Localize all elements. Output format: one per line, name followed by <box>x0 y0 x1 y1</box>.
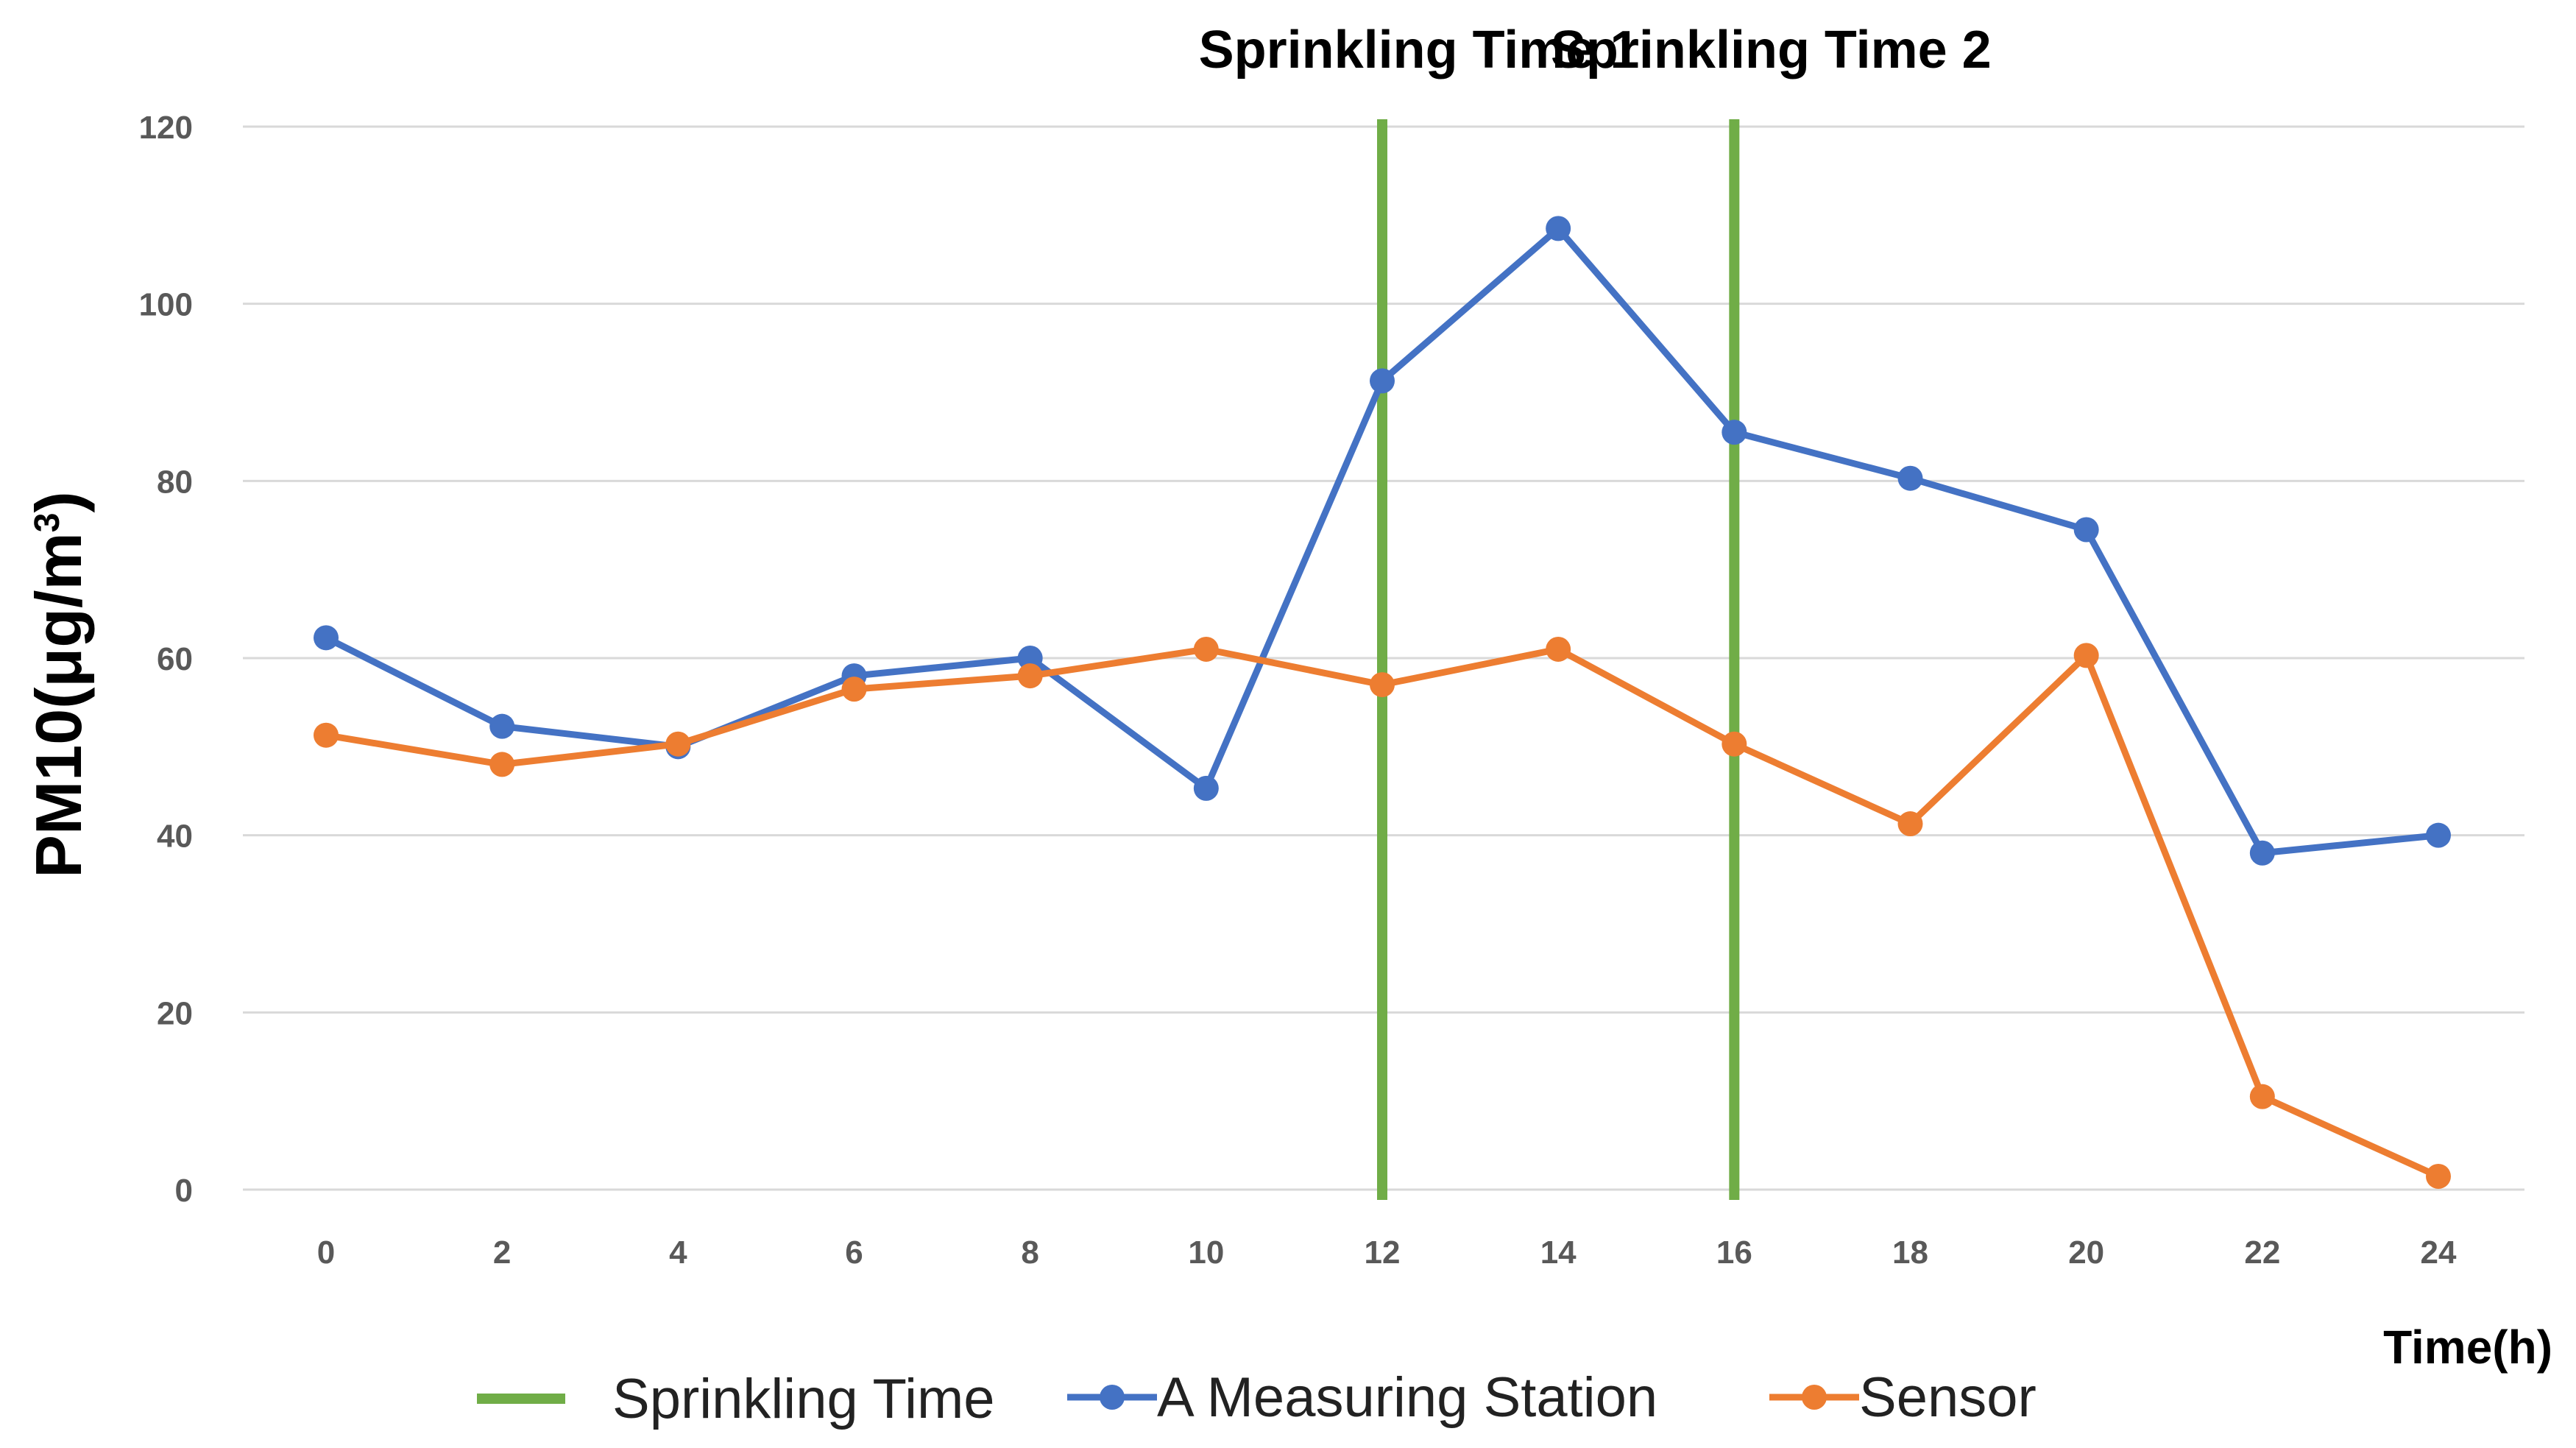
data-point-sensor <box>489 752 515 777</box>
annotation-sprinkling-time-1: Sprinkling Time 1 <box>1199 21 1640 80</box>
data-point-a-measuring-station <box>1722 420 1747 445</box>
legend: Sprinkling Time A Measuring Station Sens… <box>477 1366 2037 1430</box>
x-tick-label: 10 <box>1188 1235 1224 1271</box>
annotation-sprinkling-time-2: Sprinkling Time 2 <box>1551 21 1992 80</box>
x-tick-label: 0 <box>317 1235 335 1271</box>
data-point-sensor <box>1722 731 1747 757</box>
data-point-a-measuring-station <box>2073 517 2099 543</box>
x-tick-label: 14 <box>1540 1235 1577 1271</box>
data-point-sensor <box>1897 811 1923 837</box>
legend-label-sensor: Sensor <box>1859 1366 2037 1429</box>
data-point-sensor <box>1017 663 1043 689</box>
y-tick-label: 80 <box>157 464 193 500</box>
sprinkling-time-lines <box>1377 119 1740 1200</box>
legend-label-measuring-station: A Measuring Station <box>1157 1366 1657 1429</box>
y-axis-ticks: 0 20 40 60 80 100 120 <box>139 110 193 1209</box>
y-tick-label: 60 <box>157 641 193 677</box>
data-point-a-measuring-station <box>1897 465 1923 491</box>
legend-marker-sensor <box>1802 1385 1827 1410</box>
data-point-a-measuring-station <box>1370 368 1395 394</box>
x-tick-label: 20 <box>2068 1235 2104 1271</box>
x-axis-ticks: 0 2 4 6 8 10 12 14 16 18 20 22 24 <box>317 1235 2457 1271</box>
data-point-sensor <box>841 677 867 702</box>
x-tick-label: 24 <box>2421 1235 2457 1271</box>
data-point-sensor <box>1193 636 1219 662</box>
data-series <box>314 216 2451 1189</box>
data-point-sensor <box>2426 1163 2451 1189</box>
data-point-sensor <box>2073 643 2099 668</box>
x-tick-label: 18 <box>1892 1235 1928 1271</box>
data-point-a-measuring-station <box>489 713 515 739</box>
data-point-sensor <box>2249 1084 2275 1109</box>
legend-label-sprinkling-time: Sprinkling Time <box>612 1368 995 1430</box>
y-axis-label: PM10(μg/m3) <box>22 491 95 878</box>
data-point-a-measuring-station <box>1193 775 1219 801</box>
y-tick-label: 0 <box>175 1173 193 1209</box>
x-axis-label: Time(h) <box>2383 1321 2552 1374</box>
data-point-sensor <box>314 722 339 748</box>
x-tick-label: 6 <box>845 1235 863 1271</box>
y-tick-label: 100 <box>139 287 193 323</box>
annotations: Sprinkling Time 1 Sprinkling Time 2 <box>1199 21 1992 80</box>
y-tick-label: 120 <box>139 110 193 146</box>
y-tick-label: 20 <box>157 995 193 1031</box>
x-tick-label: 8 <box>1021 1235 1038 1271</box>
legend-marker-measuring-station <box>1100 1385 1125 1410</box>
x-tick-label: 22 <box>2244 1235 2280 1271</box>
data-point-sensor <box>1546 636 1571 662</box>
data-point-a-measuring-station <box>2249 840 2275 866</box>
data-point-sensor <box>665 731 691 757</box>
data-point-a-measuring-station <box>314 625 339 651</box>
x-tick-label: 16 <box>1716 1235 1752 1271</box>
series-sensor <box>314 636 2451 1189</box>
data-point-a-measuring-station <box>1546 216 1571 241</box>
data-point-a-measuring-station <box>2426 822 2451 848</box>
x-tick-label: 4 <box>669 1235 687 1271</box>
x-tick-label: 2 <box>493 1235 511 1271</box>
data-point-a-measuring-station <box>1017 646 1043 671</box>
x-tick-label: 12 <box>1365 1235 1401 1271</box>
y-tick-label: 40 <box>157 819 193 855</box>
data-point-sensor <box>1370 672 1395 698</box>
